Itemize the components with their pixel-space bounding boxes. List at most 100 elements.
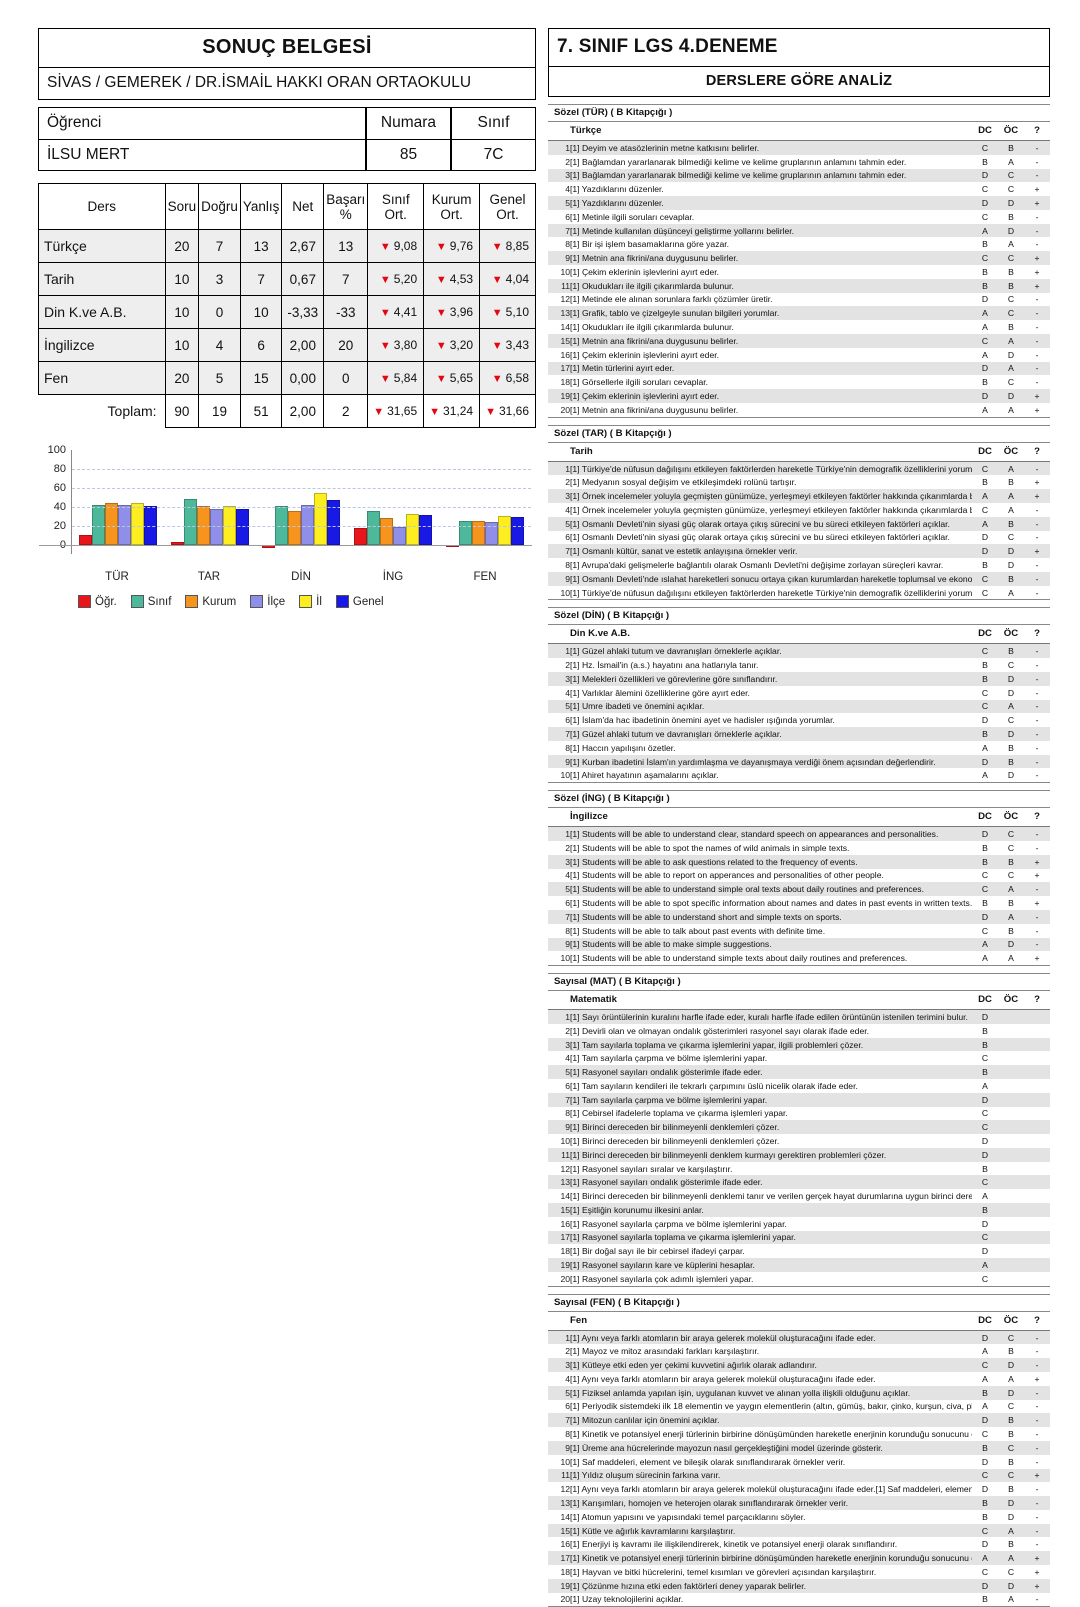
col-question-no: [548, 625, 570, 645]
chart-group-bars: [164, 450, 256, 554]
question-oc: C: [1007, 294, 1015, 305]
question-objective: [1] Güzel ahlaki tutum ve davranışları ö…: [570, 727, 972, 741]
question-status: +: [1024, 544, 1050, 559]
question-objective: [1] Çözünme hızına etki eden faktörleri …: [570, 1578, 972, 1593]
question-status: [1024, 1024, 1050, 1038]
question-no: 10: [560, 1135, 570, 1146]
question-oc: [998, 1244, 1024, 1258]
table-row: Din K.ve A.B. 10 0 10 -3,33 -33 ▼ 4,41 ▼ 3,96 ▼ 5,1…: [38, 295, 536, 329]
question-no: 4: [565, 687, 570, 698]
col-question-no: [548, 122, 570, 141]
question-status: [1024, 1203, 1050, 1217]
question-objective: [1] Cebirsel ifadelerle toplama ve çıkar…: [570, 1108, 788, 1119]
left-column: SONUÇ BELGESİ SİVAS / GEMEREK / DR.İSMAİ…: [0, 0, 540, 1527]
question-row: 5 [1] Yazdıklarını düzenler. D D +: [548, 196, 1050, 210]
question-dc: B: [972, 1065, 998, 1079]
question-no: 12: [560, 294, 570, 305]
col-subject-name: Din K.ve A.B.: [570, 625, 972, 645]
col-dc: DC: [972, 1311, 998, 1331]
question-oc: C: [1007, 660, 1015, 671]
cell-ders: İngilizce: [38, 328, 166, 362]
right-column: 7. SINIF LGS 4.DENEME DERSLERE GÖRE ANAL…: [540, 0, 1080, 1607]
cell-soru: 10: [164, 328, 200, 362]
question-objective: [1] Mayoz ve mitoz arasındaki farkları k…: [570, 1346, 760, 1357]
question-no: 5: [548, 1065, 570, 1079]
question-oc: D: [1007, 1511, 1015, 1522]
question-status: [1024, 1272, 1050, 1286]
student-info-row: Öğrenci İLSU MERT Numara 85 Sınıf 7C: [38, 107, 536, 171]
col-oc: ÖC: [998, 808, 1024, 828]
question-dc: B: [982, 1025, 988, 1036]
question-oc: [998, 1120, 1024, 1135]
cell-total-kurum: ▼ 31,24: [423, 394, 481, 428]
col-subject-name: Fen: [570, 1311, 972, 1331]
performance-chart: 0 20 40 60 80 100 TÜR TAR DİN İNG FEN Öğr. Sınıf Ku…: [38, 445, 538, 608]
question-dc: A: [972, 937, 998, 952]
question-row: 18 [1] Bir doğal sayı ile bir cebirsel if…: [548, 1244, 1050, 1258]
chart-x-labels: TÜR TAR DİN İNG FEN: [71, 571, 531, 583]
question-row: 5 [1] Fiziksel anlamda yapılan işin, uygu…: [548, 1385, 1050, 1400]
question-objective: [1] Metin türlerini ayırt eder.: [570, 361, 972, 376]
question-oc: [998, 1147, 1024, 1162]
question-objective: [1] Yıldız oluşum sürecinin farkına varı…: [570, 1468, 972, 1483]
chart-legend-item: Genel: [335, 595, 384, 608]
question-oc: [998, 1037, 1024, 1052]
question-row: 4 [1] Örnek incelemeler yoluyla geçmişten…: [548, 503, 1050, 517]
question-status: [1024, 1175, 1050, 1190]
question-objective: [1] Yazdıklarını düzenler.: [570, 184, 664, 195]
question-status: -: [1024, 1385, 1050, 1400]
question-row: 14 [1] Birinci dereceden bir bilinmeyenli…: [548, 1189, 1050, 1203]
table-total-row: Toplam: 90 19 51 2,00 2 ▼ 31,65 ▼ 31,24 ▼ 31,66: [38, 394, 536, 428]
question-oc: A: [1008, 587, 1014, 598]
question-objective: [1] Osmanlı kültür, sanat ve estetik anl…: [570, 544, 972, 559]
col-subject-name: Matematik: [570, 991, 972, 1011]
question-oc: D: [998, 937, 1024, 952]
subject-question-table: Matematik DC ÖC? 1 [1] Sayı örüntülerinin ku…: [548, 991, 1050, 1286]
question-dc: B: [982, 1511, 988, 1522]
question-no: 9: [548, 754, 570, 769]
question-status: -: [1035, 239, 1039, 250]
question-status: -: [1024, 826, 1050, 842]
cell-sinif-ort: ▼ 3,80: [367, 328, 425, 362]
page-title: SONUÇ BELGESİ: [38, 28, 536, 68]
chart-bar: [196, 505, 210, 545]
question-row: 3 [1] Kütleye etki eden yer çekimi kuvvet…: [548, 1358, 1050, 1373]
question-dc: C: [981, 1108, 989, 1119]
question-status: -: [1024, 168, 1050, 183]
question-status: [1024, 1120, 1050, 1135]
question-no: 4: [565, 184, 570, 195]
col-dogru: Doğru: [198, 183, 241, 230]
question-row: 20 [1] Metnin ana fikrini/ana duygusunu b…: [548, 403, 1050, 417]
question-dc: B: [972, 727, 998, 741]
question-dc: C: [981, 504, 989, 515]
chart-legend-item: Sınıf: [130, 595, 171, 608]
question-no: 1: [548, 461, 570, 476]
question-oc: A: [1008, 953, 1014, 964]
question-status: -: [1035, 294, 1039, 305]
down-arrow-icon: ▼: [373, 406, 385, 418]
question-row: 4 [1] Students will be able to report on …: [548, 869, 1050, 883]
question-dc: B: [972, 1037, 998, 1052]
question-oc: D: [998, 223, 1024, 238]
question-status: -: [1035, 559, 1039, 570]
question-oc: A: [998, 489, 1024, 503]
number-label: Numara: [380, 114, 437, 131]
question-objective: [1] Metinle ilgili soruları cevaplar.: [570, 211, 695, 222]
question-dc: B: [982, 239, 988, 250]
chart-group-bars: [439, 450, 531, 554]
question-oc: C: [998, 1468, 1024, 1483]
question-objective: [1] Bir işi işlem basamaklarına göre yaz…: [570, 239, 730, 250]
question-row: 12 [1] Aynı veya farklı atomların bir ara…: [548, 1482, 1050, 1496]
question-no: 13: [548, 1175, 570, 1190]
exam-title: 7. SINIF LGS 4.DENEME: [548, 28, 1050, 67]
question-status: -: [1035, 1511, 1039, 1522]
question-status: +: [1034, 953, 1040, 964]
question-row: 17 [1] Metin türlerini ayırt eder. D A -: [548, 361, 1050, 376]
question-no: 19: [548, 1258, 570, 1272]
table-row: Tarih 10 3 7 0,67 7 ▼ 5,20 ▼ 4,53 ▼ 4,04: [38, 262, 536, 296]
question-oc: B: [998, 1413, 1024, 1428]
col-status: ?: [1024, 991, 1050, 1011]
question-row: 11 [1] Yıldız oluşum sürecinin farkına va…: [548, 1468, 1050, 1483]
question-status: -: [1035, 211, 1039, 222]
question-objective: [1] Mitozun canlılar için önemini açıkla…: [570, 1413, 972, 1428]
